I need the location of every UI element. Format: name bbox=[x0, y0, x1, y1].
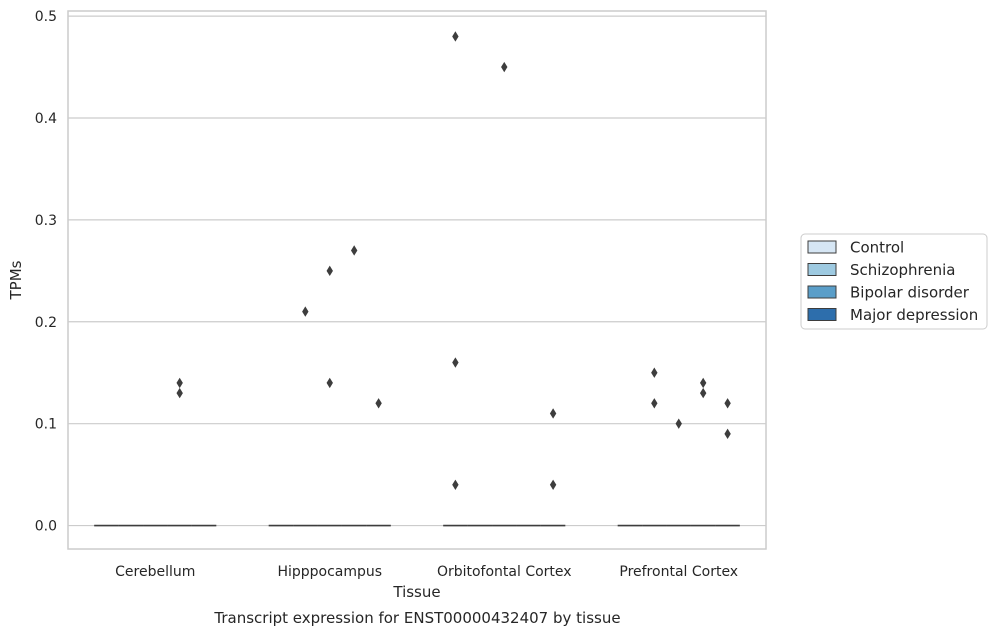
outlier-point bbox=[452, 479, 459, 491]
x-tick-label: Orbitofontal Cortex bbox=[437, 564, 572, 580]
outlier-point bbox=[699, 377, 707, 389]
legend-frame bbox=[800, 233, 988, 330]
outlier-point bbox=[724, 428, 731, 440]
legend-entry: Schizophrenia bbox=[850, 261, 955, 279]
outlier-point bbox=[350, 245, 358, 256]
outlier-point bbox=[549, 479, 557, 491]
outlier-point bbox=[452, 357, 459, 368]
legend-swatch bbox=[807, 263, 837, 276]
outlier-point bbox=[651, 398, 658, 409]
y-tick-label: 0.3 bbox=[35, 213, 57, 229]
x-tick-label: Hipppocampus bbox=[277, 564, 382, 580]
y-axis-label: TPMs bbox=[7, 260, 25, 300]
y-tick-label: 0.1 bbox=[35, 417, 57, 433]
outlier-point bbox=[375, 398, 382, 409]
outlier-point bbox=[176, 387, 183, 399]
legend-swatch bbox=[807, 285, 837, 299]
outlier-point bbox=[724, 398, 731, 409]
outlier-point bbox=[326, 377, 333, 389]
x-tick-label: Cerebellum bbox=[115, 564, 195, 580]
y-tick-labels: 0.0 0.1 0.2 0.3 0.4 0.5 bbox=[35, 9, 57, 534]
x-tick-label: Prefrontal Cortex bbox=[619, 564, 738, 580]
plot-frame bbox=[67, 10, 767, 550]
outlier-point bbox=[501, 61, 508, 73]
y-tick-label: 0.4 bbox=[35, 111, 57, 127]
y-tick-label: 0.2 bbox=[35, 315, 57, 331]
chart-caption: Transcript expression for ENST0000043240… bbox=[213, 609, 620, 627]
outlier-point bbox=[699, 387, 707, 399]
y-tick-label: 0.0 bbox=[35, 519, 57, 535]
outlier-point bbox=[452, 31, 459, 42]
outlier-point bbox=[651, 367, 658, 378]
x-axis-label: Tissue bbox=[392, 583, 440, 601]
legend-swatch bbox=[807, 240, 837, 254]
y-grid bbox=[68, 15, 766, 527]
x-tick-labels: Cerebellum Hipppocampus Orbitofontal Corte… bbox=[115, 564, 738, 580]
legend-entry: Major depression bbox=[850, 306, 978, 324]
legend-entry: Control bbox=[850, 239, 904, 257]
y-tick-label: 0.5 bbox=[35, 9, 57, 25]
outlier-point bbox=[549, 408, 557, 419]
legend-swatch bbox=[807, 308, 837, 321]
legend-entry: Bipolar disorder bbox=[850, 284, 970, 302]
legend: Control Schizophrenia Bipolar disorder Majo… bbox=[800, 233, 988, 330]
outlier-point bbox=[302, 306, 309, 317]
outlier-points bbox=[176, 31, 731, 491]
outlier-point bbox=[326, 265, 333, 277]
outlier-point bbox=[675, 418, 682, 429]
outlier-point bbox=[176, 377, 183, 389]
